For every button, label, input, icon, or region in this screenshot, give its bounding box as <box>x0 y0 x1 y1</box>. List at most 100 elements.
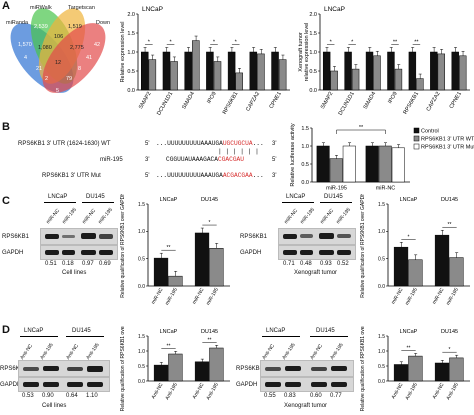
legend-swatch <box>413 127 420 134</box>
blot-caption: Xenograft tumor <box>284 403 328 409</box>
utr-wt-seq-tail: ... <box>252 140 264 147</box>
blot-caption: Xenograft tumor <box>294 270 338 276</box>
utr-mut-seq-black: ...UUUUUUUUUAAAUGA <box>156 172 223 179</box>
blot-lane-2: Anti-NC <box>65 343 81 361</box>
utr-wt-3prime: 3' <box>272 141 277 147</box>
bar <box>408 51 417 91</box>
utr-mut-3prime: 3' <box>272 173 277 179</box>
group-label: DU145 <box>201 329 218 335</box>
legend-swatch <box>413 143 420 150</box>
venn-label-down: Down <box>96 20 110 26</box>
x-tick-label: CPNE1 <box>269 91 283 110</box>
y-tick-label: 0.5 <box>378 256 385 262</box>
blot-quant-3: 0.77 <box>330 393 342 399</box>
blot-lane-3: miR-195 <box>335 206 352 226</box>
significance-marker: ** <box>167 343 171 349</box>
y-tick-label: 0.5 <box>378 364 385 370</box>
bar <box>168 353 183 382</box>
y-axis-label: Xenograft tumor <box>298 32 304 72</box>
utr-wt-label: RPS6KB1 3' UTR (1624-1630) WT <box>18 141 111 147</box>
significance-marker: ** <box>407 345 411 351</box>
bar-chart-d-xenograft: 1.5 1.0 0.5 0.0 Relative qualification of RP… <box>360 326 470 411</box>
blot-caption: Cell lines <box>62 270 87 276</box>
blot-lane-3: miR-195 <box>97 206 114 226</box>
significance-marker: * <box>209 220 211 226</box>
significance-marker: ** <box>359 125 364 131</box>
y-axis-label: Relative qualification of RPS6KB1 over G… <box>120 194 126 298</box>
x-tick-label: CPNE1 <box>449 91 463 110</box>
venn-num-9: 21 <box>36 66 42 72</box>
blot-lane-0: miR-NC <box>283 207 300 226</box>
significance-marker: * <box>213 39 216 45</box>
x-tick-label: IPO9 <box>387 91 398 105</box>
utr-mut-5prime: 5' <box>145 173 150 179</box>
venn-num-6: 1,080 <box>38 45 52 51</box>
utr-mut-seq-seed: ACGACGAA <box>222 172 253 179</box>
blot-rps6kb1-strip <box>260 360 354 377</box>
blot-rps6kb1-strip <box>40 228 118 245</box>
blot-lane-2: miR-NC <box>81 207 98 226</box>
x-tick-label: miR-195 <box>205 287 220 307</box>
utr-wt-seq-black: ...UUUUUUUUUAAAUGA <box>156 140 223 147</box>
mir195-seq-seed: CGACGAU <box>217 156 244 163</box>
blot-protein-gapdh: GAPDH <box>240 250 262 256</box>
blot-c-xenograft: LNCaP DU145 miR-NC miR-195 miR-NC miR-19… <box>236 194 360 314</box>
blot-quant-2: 0.60 <box>310 393 322 399</box>
y-tick-label: 1.0 <box>378 349 385 355</box>
x-tick-label: CAPZA2 <box>426 91 442 113</box>
bar-chart-c-cell-lines: 1.5 1.0 0.5 0.0 Relative qualification of RP… <box>120 194 230 307</box>
venn-num-8: 41 <box>86 55 92 61</box>
bar <box>365 51 374 91</box>
y-tick-label: 1.0 <box>301 144 309 150</box>
x-tick-label: RPS6KB1 <box>222 91 240 115</box>
bar <box>351 68 360 91</box>
significance-marker: * <box>330 39 333 45</box>
bar <box>408 259 423 287</box>
utr-wt-seq-seed: UGCUGCUA <box>222 140 253 147</box>
significance-marker: ** <box>167 245 171 251</box>
blot-cell-line-du145: DU145 <box>316 328 335 334</box>
blot-quant-1: 0.48 <box>300 261 312 267</box>
venn-num-2: 1,519 <box>68 24 82 30</box>
bar <box>141 51 149 91</box>
panel-letter-c: C <box>2 195 10 207</box>
bar <box>249 51 258 91</box>
blot-quant-2: 0.93 <box>320 261 332 267</box>
bar <box>209 248 224 287</box>
bar <box>148 59 157 91</box>
blot-protein-rps6kb1: RPS6KB1 <box>0 366 28 372</box>
x-tick-label: SMAD4 <box>181 91 196 110</box>
bar <box>430 51 438 91</box>
bar <box>416 78 424 91</box>
bar <box>162 51 171 91</box>
utr-mut-seq-tail: ... <box>252 172 264 179</box>
y-tick-label: 1.5 <box>138 202 145 208</box>
significance-marker: * <box>408 234 410 240</box>
blot-quant-0: 0.71 <box>283 261 295 267</box>
blot-lane-2: miR-NC <box>319 207 336 226</box>
blot-lane-0: miR-NC <box>45 207 62 226</box>
x-tick-label: miR-NC <box>376 186 396 192</box>
blot-quant-2: 0.97 <box>82 261 94 267</box>
bar <box>184 51 192 91</box>
y-tick-label: 0.0 <box>127 88 135 94</box>
y-axis-label: Relative qualification of RPS6KB1 over G… <box>360 194 366 298</box>
blot-protein-gapdh: GAPDH <box>0 382 22 388</box>
blot-gapdh-strip <box>278 245 356 260</box>
x-tick-label: miR-195 <box>164 287 179 307</box>
legend-label: Control <box>421 129 439 135</box>
x-tick-label: Anti-NC <box>151 382 165 400</box>
group-label: DU145 <box>441 329 458 335</box>
x-tick-label: SMAP2 <box>138 91 153 110</box>
legend-label: RPS6KB1 3' UTR Mut <box>421 145 474 151</box>
blot-lane-0: Anti-NC <box>19 343 35 361</box>
mir195-sequence: CGGUUAUAAAGACACGACGAU <box>166 156 244 163</box>
blot-quant-1: 0.18 <box>62 261 74 267</box>
significance-marker: * <box>351 39 354 45</box>
significance-marker: ** <box>448 222 452 228</box>
blot-protein-gapdh: GAPDH <box>2 250 24 256</box>
bar <box>257 53 265 91</box>
bar-chart-c-xenograft: 1.5 1.0 0.5 0.0 Relative qualification of RP… <box>360 194 470 306</box>
bar <box>393 246 409 287</box>
